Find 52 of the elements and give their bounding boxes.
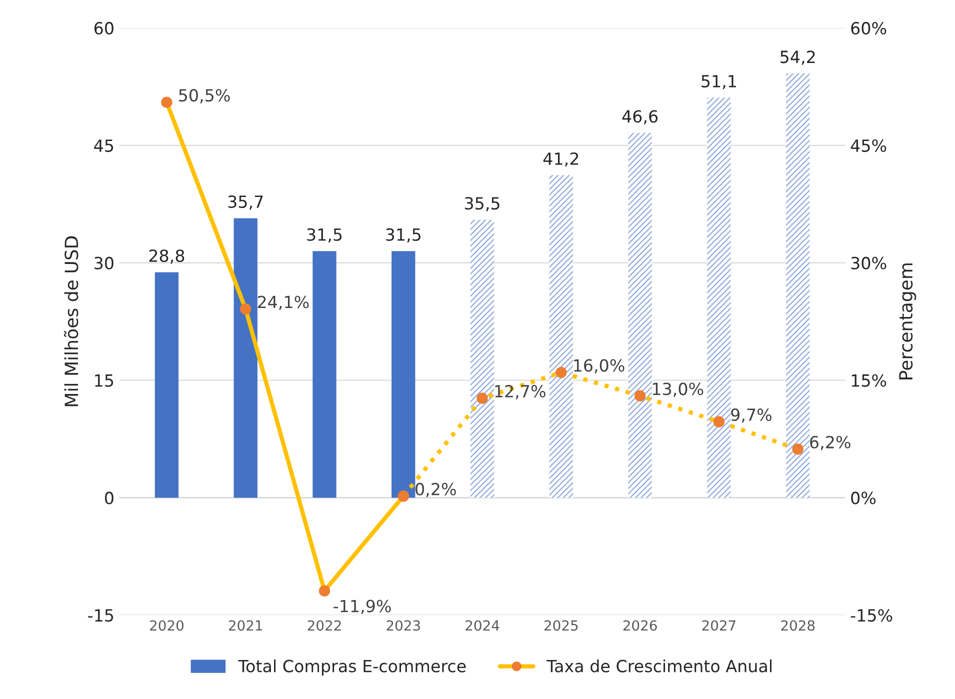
x-tick-label: 2027 xyxy=(702,620,736,631)
data-label: 31,5 xyxy=(307,228,342,243)
x-tick-label: 2020 xyxy=(150,620,184,631)
legend-label: Taxa de Crescimento Anual xyxy=(546,659,772,672)
y-tick-label: 0 xyxy=(105,492,114,504)
bar xyxy=(470,220,494,498)
bar xyxy=(628,132,652,498)
legend-label: Total Compras E-commerce xyxy=(238,659,466,676)
x-tick-label: 2024 xyxy=(466,620,500,631)
bar xyxy=(312,251,336,498)
data-label: 9,7% xyxy=(731,408,772,423)
data-label: 0,2% xyxy=(416,482,456,498)
y-tick-label: -15 xyxy=(88,609,114,622)
data-label: 31,5 xyxy=(386,228,420,243)
y-tick-label: 30 xyxy=(94,256,114,270)
x-tick-label: 2023 xyxy=(386,620,420,631)
x-tick-label: 2028 xyxy=(781,620,815,631)
bar xyxy=(154,272,179,498)
x-tick-label: 2022 xyxy=(308,620,341,631)
data-label: 35,7 xyxy=(228,195,263,210)
data-label: 51,1 xyxy=(702,75,736,90)
data-label: 50,5% xyxy=(179,89,230,104)
bar xyxy=(392,251,416,498)
bar xyxy=(234,218,258,498)
data-label: 16,0% xyxy=(574,359,624,374)
x-tick-label: 2021 xyxy=(228,620,262,631)
x-tick-label: 2026 xyxy=(623,620,657,631)
bar xyxy=(549,175,573,498)
x-tick-label: 2025 xyxy=(544,620,578,631)
data-label: 54,2 xyxy=(780,50,815,65)
data-label: 13,0% xyxy=(653,382,704,397)
bar xyxy=(707,98,731,498)
y2-tick-label: 30% xyxy=(851,256,886,270)
y-tick-label: 45 xyxy=(94,140,114,152)
data-label: 28,8 xyxy=(149,249,184,264)
data-label: 24,1% xyxy=(258,296,309,310)
data-label: 6,2% xyxy=(810,436,850,450)
y2-tick-label: 0% xyxy=(851,492,876,504)
data-label: 46,6 xyxy=(622,110,658,124)
y2-axis-title: Percentagem xyxy=(899,264,916,380)
data-label: -11,9% xyxy=(334,600,391,614)
y-axis-title: Mil Milhões de USD xyxy=(64,236,78,406)
y2-tick-label: 15% xyxy=(852,374,886,387)
y2-tick-label: 60% xyxy=(851,22,886,35)
y2-tick-label: 45% xyxy=(850,139,886,152)
data-label: 12,7% xyxy=(495,384,546,400)
data-label: 41,2 xyxy=(543,152,578,167)
y-tick-label: 15 xyxy=(95,374,114,387)
y2-tick-label: -15% xyxy=(850,609,892,622)
y-tick-label: 60 xyxy=(94,22,114,35)
bar xyxy=(786,73,810,498)
data-label: 35,5 xyxy=(464,196,500,212)
